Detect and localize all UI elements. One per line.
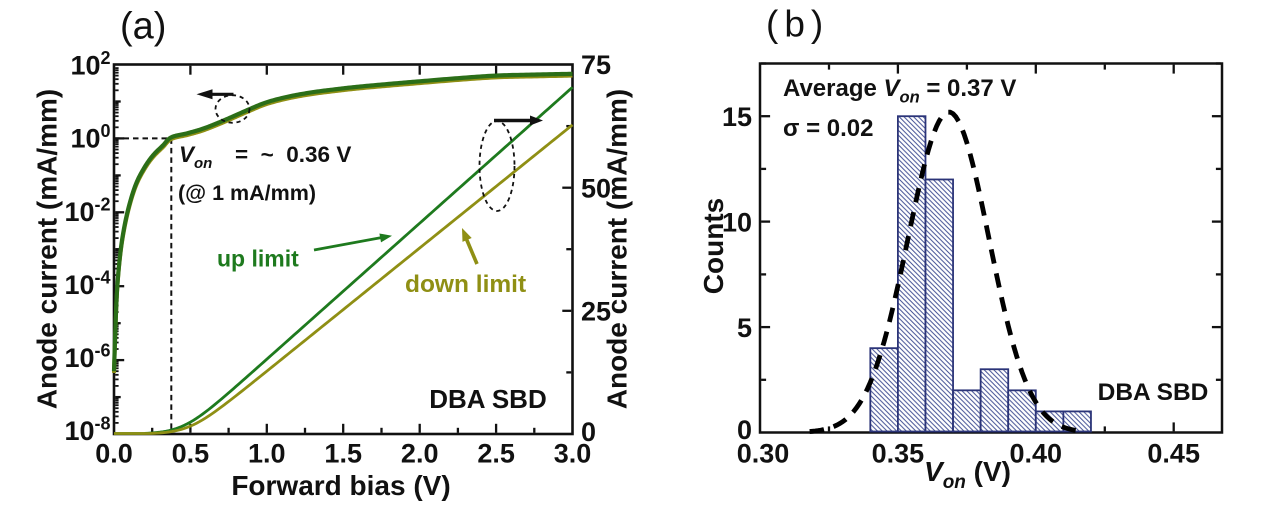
svg-text:10: 10 — [722, 207, 752, 237]
svg-text:0.0: 0.0 — [95, 439, 133, 469]
svg-text:σ = 0.02: σ = 0.02 — [783, 115, 873, 142]
svg-text:102: 102 — [70, 48, 110, 81]
svg-text:75: 75 — [581, 50, 611, 80]
svg-text:0.35: 0.35 — [872, 439, 925, 469]
svg-text:2.5: 2.5 — [477, 439, 515, 469]
svg-text:2.0: 2.0 — [401, 439, 439, 469]
svg-text:(b): (b) — [766, 4, 829, 45]
svg-text:Average Von = 0.37 V: Average Von = 0.37 V — [783, 75, 1016, 107]
svg-text:0.45: 0.45 — [1147, 439, 1200, 469]
svg-text:1.0: 1.0 — [248, 439, 286, 469]
svg-text:3.0: 3.0 — [554, 439, 592, 469]
svg-text:Counts: Counts — [698, 198, 729, 294]
svg-text:1.5: 1.5 — [324, 439, 362, 469]
svg-text:up limit: up limit — [217, 246, 299, 272]
svg-text:0: 0 — [737, 415, 752, 445]
svg-text:down limit: down limit — [405, 271, 526, 298]
svg-text:DBA SBD: DBA SBD — [429, 384, 546, 414]
svg-text:15: 15 — [722, 102, 752, 132]
svg-text:Von= ~ 0.36 V: Von = ~ 0.36 V — [179, 142, 351, 172]
svg-text:Anode current (mA/mm): Anode current (mA/mm) — [602, 89, 633, 409]
svg-text:50: 50 — [581, 173, 611, 203]
svg-text:5: 5 — [737, 313, 752, 343]
svg-text:Forward bias (V): Forward bias (V) — [231, 470, 450, 501]
svg-text:(a): (a) — [120, 6, 166, 48]
svg-text:(@ 1 mA/mm): (@ 1 mA/mm) — [178, 181, 316, 205]
svg-text:0.5: 0.5 — [172, 439, 210, 469]
svg-text:Anode current (mA/mm): Anode current (mA/mm) — [32, 89, 63, 409]
svg-text:DBA SBD: DBA SBD — [1098, 379, 1209, 406]
svg-text:Von (V): Von (V) — [924, 456, 1011, 493]
svg-text:0: 0 — [581, 417, 596, 447]
svg-text:25: 25 — [581, 297, 611, 327]
svg-text:0.30: 0.30 — [737, 439, 790, 469]
svg-text:0.40: 0.40 — [1010, 439, 1063, 469]
